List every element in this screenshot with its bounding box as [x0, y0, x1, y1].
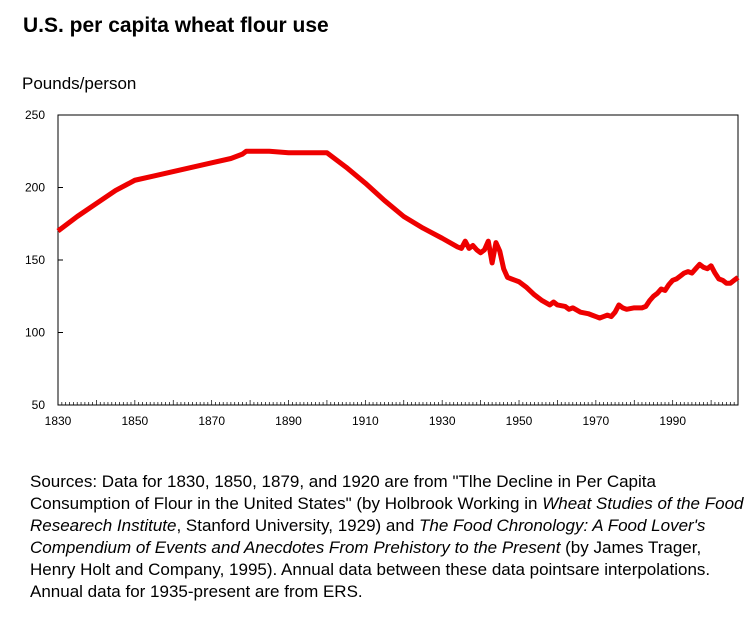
x-tick-label: 1830	[45, 414, 72, 428]
y-tick-label: 250	[25, 108, 45, 122]
sources-suffix: (by James Trager, Henry Holt and Company…	[30, 538, 711, 601]
y-tick-label: 100	[25, 326, 45, 340]
x-tick-label: 1850	[121, 414, 148, 428]
chart-title: U.S. per capita wheat flour use	[23, 14, 329, 37]
x-tick-label: 1970	[583, 414, 610, 428]
sources-note: Sources: Data for 1830, 1850, 1879, and …	[30, 471, 746, 603]
plot-border	[57, 114, 739, 406]
x-minor-tick-marks	[57, 400, 739, 405]
x-tick-label: 1990	[659, 414, 686, 428]
x-tick-label: 1930	[429, 414, 456, 428]
sources-book: The Food Chronology: A Food Lover's Comp…	[30, 516, 706, 557]
x-minor-ticks	[57, 400, 739, 405]
y-axis-label: Pounds/person	[22, 74, 137, 93]
y-tick-label: 50	[32, 398, 46, 412]
plot-area	[57, 114, 739, 406]
series-group	[56, 148, 740, 321]
x-tick-label: 1890	[275, 414, 302, 428]
y-tick-label: 150	[25, 253, 45, 267]
y-axis-ticks: 50 100 150 200 250	[25, 108, 63, 412]
sources-middle: , Stanford University, 1929) and	[176, 516, 420, 535]
series-line-flour-use	[56, 148, 740, 321]
sources-prefix: Sources: Data for 1830, 1850, 1879, and …	[30, 472, 656, 513]
x-axis-ticks: 1830 1850 1870 1890 1910 1930 1950 1970 1990	[45, 414, 687, 428]
y-tick-label: 200	[25, 181, 45, 195]
x-tick-label: 1950	[506, 414, 533, 428]
x-tick-label: 1910	[352, 414, 379, 428]
sources-journal: Wheat Studies of the Food Researech Inst…	[30, 494, 744, 535]
x-tick-label: 1870	[198, 414, 225, 428]
